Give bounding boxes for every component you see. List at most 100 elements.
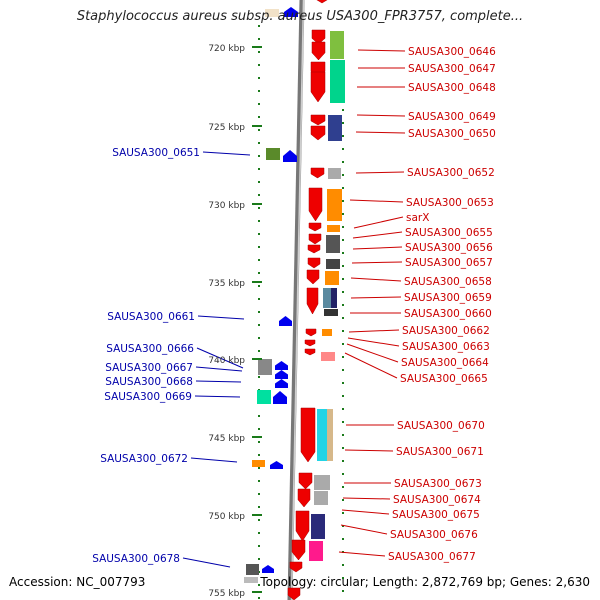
minus-strand-gene-arrow (311, 41, 326, 61)
tick-dot-right (342, 252, 344, 254)
plus-strand-gene-arrow (275, 379, 288, 388)
tick-dot-left (258, 324, 260, 326)
ruler-label: 725 kbp (208, 123, 245, 133)
tick-dot-left (258, 467, 260, 469)
left-gene-label: SAUSA300_0672 (100, 453, 188, 465)
tick-dot-right (342, 564, 344, 566)
right-label-connector (342, 497, 391, 500)
tick-dot-right (342, 460, 344, 462)
right-gene-label: SAUSA300_0648 (408, 82, 496, 94)
tick-dot-right (342, 239, 344, 241)
tick-dot-left (258, 259, 260, 261)
minus-strand-gene-arrow (310, 167, 325, 179)
tick-dot-right (342, 174, 344, 176)
right-gene-label: SAUSA300_0652 (407, 167, 495, 179)
ruler-label: 740 kbp (208, 356, 245, 366)
right-gene-label: SAUSA300_0655 (405, 227, 493, 239)
right-gene-label: SAUSA300_0664 (401, 357, 489, 369)
minus-strand-gene-arrow (306, 287, 319, 315)
feature-box (321, 352, 335, 361)
feature-box (325, 271, 339, 285)
tick-dot-left (258, 220, 260, 222)
right-label-connector (351, 261, 403, 264)
tick-dot-left (258, 350, 260, 352)
minus-strand-gene-arrow (311, 29, 326, 45)
minus-strand-gene-arrow (298, 472, 313, 490)
tick-dot-right (342, 226, 344, 228)
left-gene-label: SAUSA300_0668 (105, 376, 193, 388)
tick-dot-right (342, 330, 344, 332)
right-label-connector (356, 114, 406, 117)
minus-strand-gene-arrow (304, 348, 316, 356)
ruler-label: 745 kbp (208, 434, 245, 444)
feature-box (326, 259, 340, 269)
feature-box (326, 235, 340, 253)
right-gene-label: SAUSA300_0647 (408, 63, 496, 75)
right-label-connector (347, 337, 400, 347)
tick-dot-right (342, 265, 344, 267)
right-label-connector (350, 296, 402, 299)
label-connectors (182, 49, 406, 568)
feature-box (252, 460, 265, 467)
tick-dot-left (258, 90, 260, 92)
feature-box (258, 359, 272, 375)
tick-dot-left (258, 207, 260, 209)
tick-dot-left (258, 272, 260, 274)
minus-strand-gene-arrow (289, 561, 303, 573)
right-label-connector (352, 246, 403, 250)
right-gene-label: SAUSA300_0674 (393, 494, 481, 506)
minus-strand-gene-arrow (310, 71, 326, 103)
tick-dot-right (342, 200, 344, 202)
right-label-connector (350, 277, 402, 282)
right-gene-label: sarX (406, 212, 429, 224)
accession-text: Accession: NC_007793 (9, 575, 146, 589)
tick-dot-left (258, 584, 260, 586)
right-gene-label: SAUSA300_0657 (405, 257, 493, 269)
right-label-connector (338, 551, 386, 557)
ruler-label: 720 kbp (208, 44, 245, 54)
left-gene-labels: SAUSA300_0651 SAUSA300_0661 SAUSA300_0666 S… (92, 147, 200, 565)
right-label-connector (355, 171, 405, 174)
feature-box (327, 225, 340, 232)
feature-box (331, 288, 337, 308)
left-gene-label: SAUSA300_0678 (92, 553, 180, 565)
right-label-connector (353, 216, 404, 229)
feature-box (266, 148, 280, 160)
tick-dot-left (258, 194, 260, 196)
tick-dot-right (342, 291, 344, 293)
tick-dot-left (258, 441, 260, 443)
tick-dot-right (342, 135, 344, 137)
plus-strand-gene-arrow (284, 7, 298, 17)
topology-info-text: Topology: circular; Length: 2,872,769 bp… (260, 575, 590, 589)
tick-dot-left (258, 285, 260, 287)
left-label-connector (190, 457, 238, 463)
right-gene-label: SAUSA300_0677 (388, 551, 476, 563)
right-label-connector (344, 449, 394, 452)
left-gene-label: SAUSA300_0661 (107, 311, 195, 323)
gene-features (244, 0, 345, 600)
plus-strand-gene-arrow (279, 316, 292, 326)
minus-strand-gene-arrow (295, 510, 310, 542)
tick-dot-left (258, 428, 260, 430)
tick-dot-left (258, 532, 260, 534)
minus-strand-gene-arrow (300, 407, 316, 463)
plus-strand-gene-arrow (273, 391, 287, 404)
tick-dot-right (342, 369, 344, 371)
feature-box (328, 115, 342, 141)
feature-box (311, 514, 325, 539)
tick-dot-right (342, 304, 344, 306)
left-label-connector (194, 395, 241, 398)
minus-strand-gene-arrow (310, 114, 326, 126)
tick-dot-right (342, 499, 344, 501)
tick-dot-right (342, 538, 344, 540)
right-gene-label: SAUSA300_0671 (396, 446, 484, 458)
minus-strand-gene-arrow (308, 233, 322, 245)
tick-dot-left (258, 545, 260, 547)
tick-dot-left (258, 454, 260, 456)
right-gene-label: SAUSA300_0656 (405, 242, 493, 254)
tick-dot-left (258, 493, 260, 495)
tick-dot-right (342, 577, 344, 579)
minus-strand-gene-arrow (316, 0, 328, 4)
feature-box (309, 541, 323, 561)
tick-dot-left (258, 25, 260, 27)
